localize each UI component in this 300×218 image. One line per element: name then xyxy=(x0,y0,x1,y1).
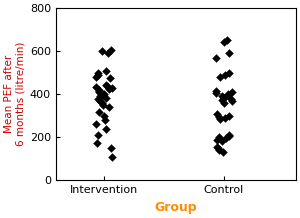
Point xyxy=(226,93,231,96)
Point xyxy=(103,96,108,99)
Point xyxy=(94,141,99,145)
Point xyxy=(215,145,220,149)
Point xyxy=(109,48,114,52)
Point xyxy=(103,127,108,131)
Point xyxy=(214,56,218,60)
Point xyxy=(107,87,112,91)
Point xyxy=(96,90,101,94)
Point xyxy=(109,155,114,158)
Point xyxy=(96,133,101,137)
Point xyxy=(220,139,225,142)
Point xyxy=(103,83,108,86)
Point xyxy=(226,71,231,75)
Point xyxy=(110,86,114,90)
Point xyxy=(221,151,226,154)
Point xyxy=(102,114,106,118)
Point xyxy=(221,40,226,43)
Point xyxy=(230,90,235,94)
Point xyxy=(105,52,110,55)
Point xyxy=(219,95,224,98)
Point xyxy=(96,73,100,77)
Point xyxy=(230,99,234,102)
Point xyxy=(108,76,112,80)
Point xyxy=(227,114,232,118)
Point xyxy=(97,88,101,92)
Point xyxy=(224,137,229,140)
Point xyxy=(103,118,108,122)
Point xyxy=(221,96,226,99)
Point xyxy=(214,89,219,93)
Point xyxy=(94,123,99,126)
Point xyxy=(103,69,108,72)
Point xyxy=(102,93,107,96)
Point xyxy=(222,101,227,105)
Point xyxy=(227,133,232,137)
Point xyxy=(217,148,221,152)
Point xyxy=(100,94,105,97)
Point xyxy=(215,138,220,141)
Point xyxy=(215,146,220,150)
Point xyxy=(214,112,219,115)
Point xyxy=(96,71,100,75)
Point xyxy=(226,94,230,97)
Point xyxy=(94,75,99,79)
Point xyxy=(220,98,224,101)
Y-axis label: Mean PEF after
6 months (litre/min): Mean PEF after 6 months (litre/min) xyxy=(4,42,26,146)
Point xyxy=(222,116,227,120)
Point xyxy=(98,92,103,95)
X-axis label: Group: Group xyxy=(154,201,197,214)
Point xyxy=(95,97,100,100)
Point xyxy=(99,49,104,53)
Point xyxy=(227,135,232,138)
Point xyxy=(227,52,232,55)
Point xyxy=(217,115,221,119)
Point xyxy=(213,92,218,95)
Point xyxy=(99,101,104,105)
Point xyxy=(106,106,111,109)
Point xyxy=(217,136,222,139)
Point xyxy=(98,95,103,98)
Point xyxy=(218,75,223,79)
Point xyxy=(101,103,106,107)
Point xyxy=(109,146,114,150)
Point xyxy=(105,84,110,87)
Point xyxy=(96,89,101,93)
Point xyxy=(229,97,233,100)
Point xyxy=(223,73,227,77)
Point xyxy=(98,99,103,102)
Point xyxy=(218,117,223,121)
Point xyxy=(94,85,98,89)
Point xyxy=(224,39,229,42)
Point xyxy=(97,110,101,113)
